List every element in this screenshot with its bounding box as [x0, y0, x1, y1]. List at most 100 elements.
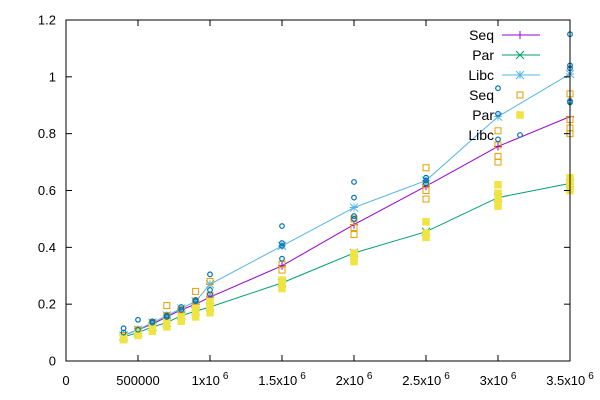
data-point — [351, 213, 357, 219]
data-point — [149, 318, 156, 325]
series-par-points — [119, 173, 574, 344]
data-point — [422, 181, 430, 189]
filled-square-marker-icon — [278, 276, 286, 284]
data-point — [422, 218, 430, 226]
axis-ticks: 0 0.2 0.4 0.6 0.8 1 1.2 0 500000 1x10 6 1.5x10 6 2x10… — [38, 13, 594, 389]
x-tick-label: 3x10 6 — [480, 371, 517, 388]
data-point — [422, 164, 430, 172]
data-point — [192, 297, 199, 303]
star-marker-icon — [515, 70, 525, 80]
open-circle-marker-icon — [149, 318, 156, 325]
data-point — [192, 297, 200, 305]
data-point — [494, 127, 502, 135]
open-circle-marker-icon — [423, 177, 429, 184]
legend-item: Libc — [468, 67, 540, 83]
data-point — [494, 189, 502, 198]
data-point — [177, 306, 185, 314]
data-point — [135, 316, 141, 323]
data-point — [191, 296, 200, 306]
open-circle-marker-icon — [495, 136, 501, 143]
open-square-marker-icon — [422, 195, 430, 203]
legend-marker — [515, 70, 525, 80]
open-square-marker-icon — [494, 152, 502, 160]
filled-square-marker-icon — [422, 218, 430, 226]
open-square-marker-icon — [163, 312, 171, 320]
open-square-marker-icon — [177, 306, 185, 314]
open-circle-marker-icon — [495, 110, 501, 117]
open-square-marker-icon — [206, 277, 214, 285]
plot-area — [119, 31, 575, 344]
filled-square-marker-icon — [191, 304, 200, 313]
star-marker-icon — [148, 318, 157, 327]
open-circle-marker-icon — [351, 179, 357, 185]
x-tick-label: 1x10 6 — [192, 371, 229, 388]
y-tick-label: 0.2 — [38, 297, 56, 312]
data-point — [351, 194, 357, 201]
filled-square-marker-icon — [494, 196, 502, 205]
legend-marker — [515, 50, 525, 60]
data-point — [423, 180, 429, 187]
legend-item: Par — [472, 107, 524, 123]
x-tick-label: 2.5x10 6 — [402, 371, 450, 388]
open-square-marker-icon — [422, 164, 430, 172]
legend-label: Libc — [468, 67, 494, 83]
open-circle-marker-icon — [163, 312, 170, 319]
filled-square-marker-icon — [494, 189, 502, 198]
open-square-marker-icon — [494, 127, 502, 135]
data-point — [279, 255, 285, 262]
legend-item: Libc — [468, 127, 523, 143]
legend-label: Par — [472, 107, 494, 123]
y-tick-label: 1 — [49, 69, 56, 84]
open-circle-marker-icon — [351, 216, 357, 222]
data-point — [279, 240, 285, 246]
legend-label: Seq — [469, 27, 494, 43]
data-point — [191, 304, 200, 313]
filled-square-marker-icon — [422, 229, 430, 237]
data-point — [422, 229, 430, 237]
filled-square-marker-icon — [163, 318, 171, 327]
open-circle-marker-icon — [351, 213, 357, 219]
x-tick-label: 500000 — [116, 373, 159, 388]
data-point — [207, 271, 213, 278]
open-circle-marker-icon — [351, 194, 357, 201]
open-square-marker-icon — [163, 302, 171, 310]
data-point — [350, 249, 358, 257]
legend-item: Par — [472, 47, 540, 63]
data-point — [495, 85, 501, 92]
legend-marker — [516, 91, 524, 99]
data-point — [163, 318, 171, 327]
plus-marker-icon — [516, 31, 524, 39]
data-point — [162, 311, 172, 320]
y-tick-label: 1.2 — [38, 13, 56, 28]
open-circle-marker-icon — [120, 325, 127, 332]
legend-item: Seq — [469, 87, 524, 103]
x-tick-label: 2x10 6 — [336, 371, 373, 388]
open-circle-marker-icon — [423, 174, 429, 181]
data-point — [163, 312, 171, 320]
filled-square-marker-icon — [119, 333, 128, 341]
legend-item: Seq — [469, 27, 540, 43]
star-marker-icon — [349, 203, 359, 212]
legend-marker — [516, 111, 524, 119]
open-circle-marker-icon — [517, 132, 523, 138]
data-point — [148, 318, 157, 327]
filled-square-marker-icon — [206, 297, 214, 306]
data-point — [495, 136, 501, 143]
legend-label: Par — [472, 47, 494, 63]
data-point — [494, 181, 502, 189]
open-circle-marker-icon — [279, 243, 285, 249]
legend-label: Seq — [469, 87, 494, 103]
x-marker-icon — [515, 50, 525, 60]
open-square-marker-icon — [516, 91, 524, 99]
data-point — [350, 231, 358, 239]
data-point — [178, 304, 185, 310]
data-point — [422, 195, 430, 203]
open-circle-marker-icon — [423, 180, 429, 187]
data-point — [351, 216, 357, 222]
y-tick-label: 0.8 — [38, 126, 56, 141]
data-point — [163, 312, 170, 319]
filled-square-marker-icon — [177, 313, 185, 321]
series-libc-points — [120, 31, 573, 336]
data-point — [494, 196, 502, 205]
